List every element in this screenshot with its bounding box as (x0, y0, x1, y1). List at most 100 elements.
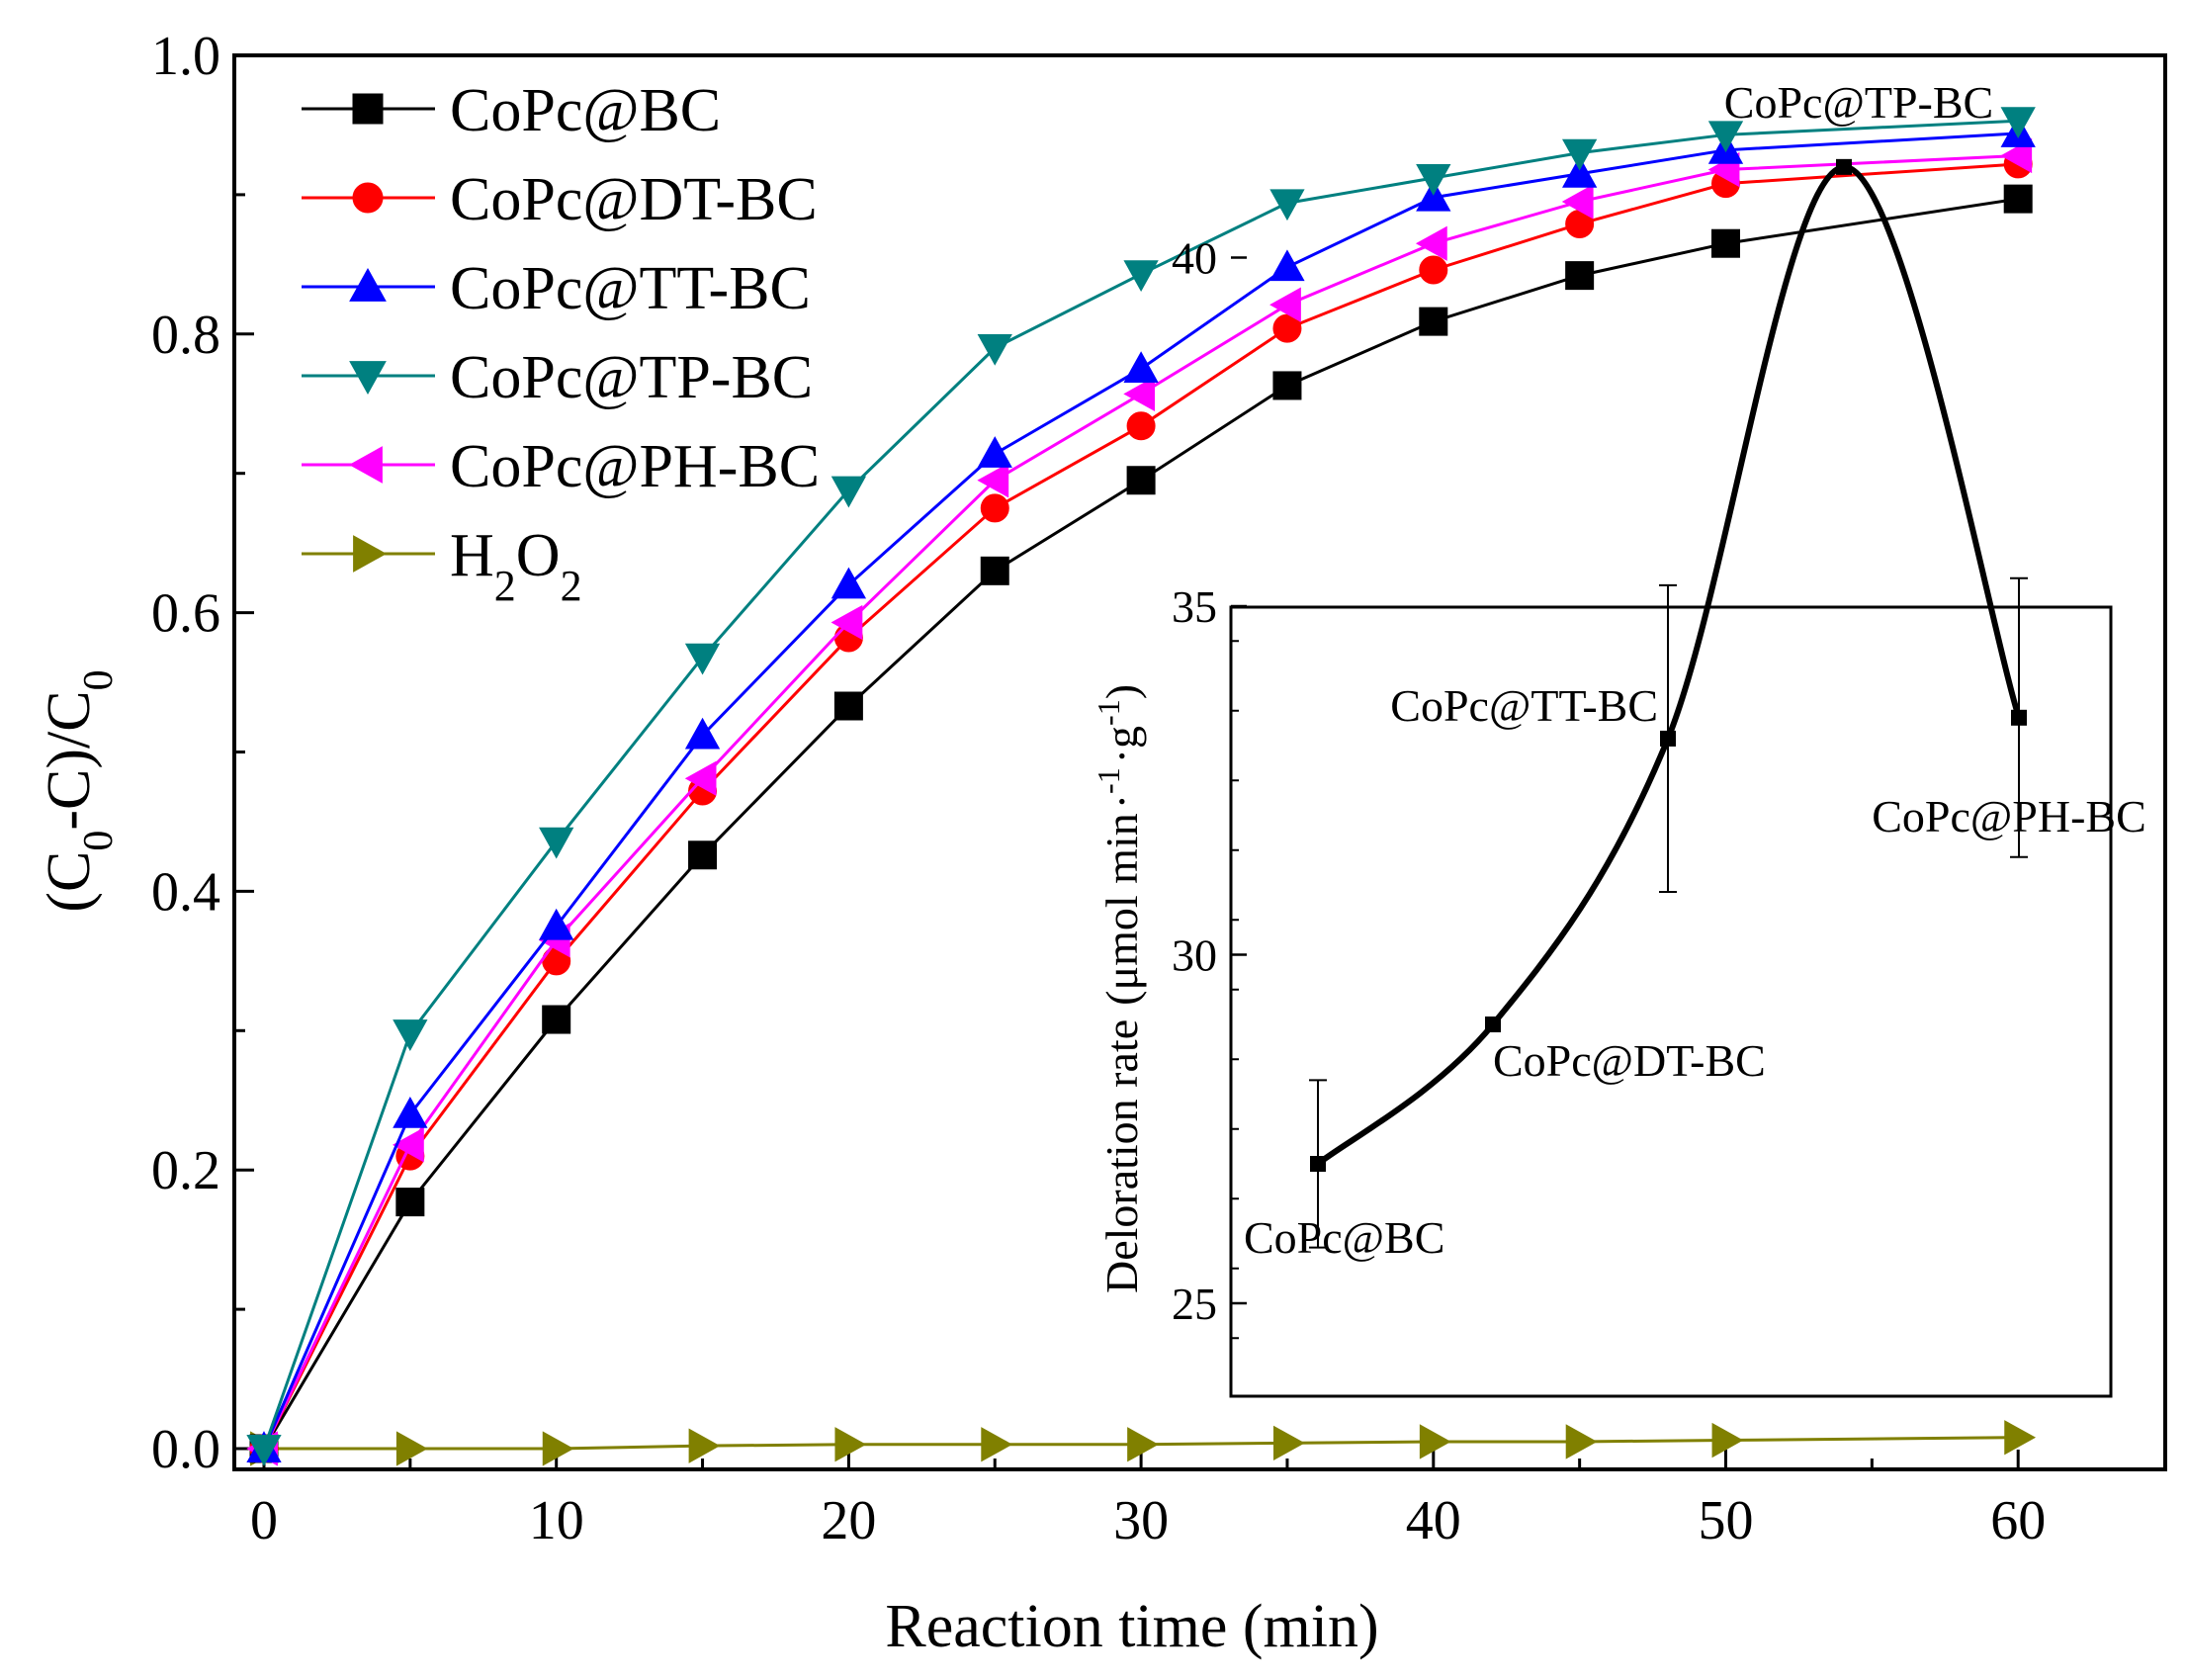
legend-marker (349, 267, 387, 302)
legend-item-h2o2: H2O2 (302, 522, 582, 610)
inset-series-line (1316, 163, 2022, 1167)
x-tick-label: 20 (821, 1490, 876, 1551)
legend: CoPc@BC CoPc@DT-BC CoPc@TT-BC CoPc@TP-BC CoP… (302, 77, 820, 610)
x-tick-label: 30 (1113, 1490, 1169, 1551)
data-point (1419, 255, 1448, 285)
data-point (684, 760, 717, 796)
data-point (1126, 411, 1156, 441)
data-point (1126, 466, 1156, 495)
data-point (831, 476, 867, 508)
inset-point-copc-tt-bc: CoPc@TT-BC (1390, 583, 1677, 894)
legend-marker (353, 535, 388, 573)
data-point (1269, 189, 1305, 221)
data-point (393, 1019, 428, 1051)
data-point (1562, 155, 1598, 188)
legend-label: CoPc@TT-BC (450, 255, 811, 322)
data-point (981, 1427, 1013, 1462)
data-point (1269, 287, 1301, 322)
series-line-copc-tp-bc (262, 119, 2019, 1450)
data-point (393, 1097, 428, 1128)
data-point (2000, 137, 2033, 174)
data-point (1707, 121, 1744, 153)
y-tick-label: 0.0 (151, 1419, 220, 1480)
inset-y-tick-label: 25 (1172, 1279, 1217, 1329)
data-point (1123, 376, 1156, 412)
y-tick-label: 0.2 (151, 1140, 220, 1201)
series-copc-tp-bc (246, 107, 2036, 1466)
legend-label: CoPc@DT-BC (450, 166, 818, 233)
data-point (542, 1431, 574, 1466)
data-point (831, 604, 863, 641)
data-point (395, 1188, 425, 1217)
inset-point-label: CoPc@TT-BC (1390, 680, 1658, 731)
data-point (539, 908, 574, 940)
y-tick-label: 1.0 (151, 26, 220, 87)
legend-item-copc-dt-bc: CoPc@DT-BC (302, 166, 818, 233)
legend-item-copc-tt-bc: CoPc@TT-BC (302, 255, 811, 322)
main-plot: 0 10 20 30 40 50 60 0.0 0.2 0.4 0.6 0.8 1.0 Reaction… (36, 26, 2167, 1660)
inset-point-label: CoPc@PH-BC (1872, 791, 2146, 841)
data-point (539, 827, 574, 859)
data-point (246, 1435, 282, 1466)
y-axis-title: (C0-C)/C0 (36, 669, 122, 912)
inset-y-axis-title: Deloration rate(μmol min·-1·g-1) (1091, 684, 1147, 1293)
data-point (1273, 1425, 1305, 1461)
inset-y-tick-label: 35 (1172, 581, 1217, 632)
data-point (1272, 371, 1302, 400)
legend-item-copc-ph-bc: CoPc@PH-BC (302, 433, 820, 500)
data-point (2003, 184, 2033, 214)
x-tick-label: 60 (1990, 1490, 2046, 1551)
inset-y-tick-label: 30 (1172, 930, 1217, 981)
series-copc-ph-bc (246, 137, 2033, 1466)
data-point (688, 1428, 721, 1463)
data-point (980, 556, 1009, 585)
data-point (833, 691, 863, 721)
legend-label: CoPc@TP-BC (450, 344, 813, 411)
data-point (684, 643, 721, 675)
data-point (1562, 138, 1598, 171)
data-point (1416, 179, 1451, 212)
inset-marker (1836, 158, 1852, 175)
data-point (977, 333, 1012, 366)
data-point (1415, 225, 1447, 261)
x-tick-label: 50 (1699, 1490, 1754, 1551)
inset-marker (1660, 730, 1676, 747)
inset-point-copc-dt-bc: CoPc@DT-BC (1485, 1017, 1766, 1086)
series-line-copc-tt-bc (262, 132, 2019, 1450)
y-tick-label: 0.4 (151, 861, 220, 923)
data-point (395, 1431, 428, 1466)
inset-point-label: CoPc@DT-BC (1493, 1035, 1766, 1086)
data-point (1711, 228, 1740, 258)
inset-axis-ticks: 2530354045 (1172, 233, 1247, 1340)
inset-series-layer: CoPc@BC CoPc@DT-BC CoPc@TT-BC CoPc@TP-BC CoP… (1244, 77, 2146, 1263)
data-point (1416, 164, 1451, 196)
y-tick-label: 0.8 (151, 305, 220, 366)
series-line-copc-dt-bc (262, 162, 2019, 1450)
legend-label: H2O2 (450, 522, 582, 610)
legend-item-copc-bc: CoPc@BC (302, 77, 721, 144)
inset-marker (1485, 1017, 1501, 1032)
inset-y-tick-label: 40 (1172, 233, 1217, 284)
data-point (977, 436, 1012, 468)
inset-point-label: CoPc@BC (1244, 1212, 1444, 1263)
data-point (542, 1005, 571, 1034)
inset-point-copc-ph-bc: CoPc@PH-BC (1872, 576, 2146, 858)
x-tick-label: 0 (250, 1490, 278, 1551)
data-point (1272, 313, 1302, 343)
data-point (684, 717, 721, 750)
inset-plot: 2530354045 CoPc@BCCoPc@DT-BCCoPc@TT-BCCo… (1091, 77, 2146, 1398)
data-point (1123, 260, 1159, 293)
series-h2o2 (250, 1420, 2037, 1466)
inset-point-label: CoPc@TP-BC (1724, 77, 1993, 128)
data-point (1123, 351, 1159, 383)
data-point (1711, 1422, 1744, 1459)
legend-marker (352, 93, 384, 125)
data-point (980, 493, 1009, 523)
inset-point-copc-bc: CoPc@BC (1244, 1079, 1444, 1263)
legend-label: CoPc@PH-BC (450, 433, 820, 500)
legend-item-copc-tp-bc: CoPc@TP-BC (302, 344, 813, 411)
series-copc-bc (249, 184, 2033, 1463)
data-point (834, 1427, 867, 1462)
data-point (2004, 1420, 2037, 1456)
series-line-copc-ph-bc (262, 153, 2019, 1450)
